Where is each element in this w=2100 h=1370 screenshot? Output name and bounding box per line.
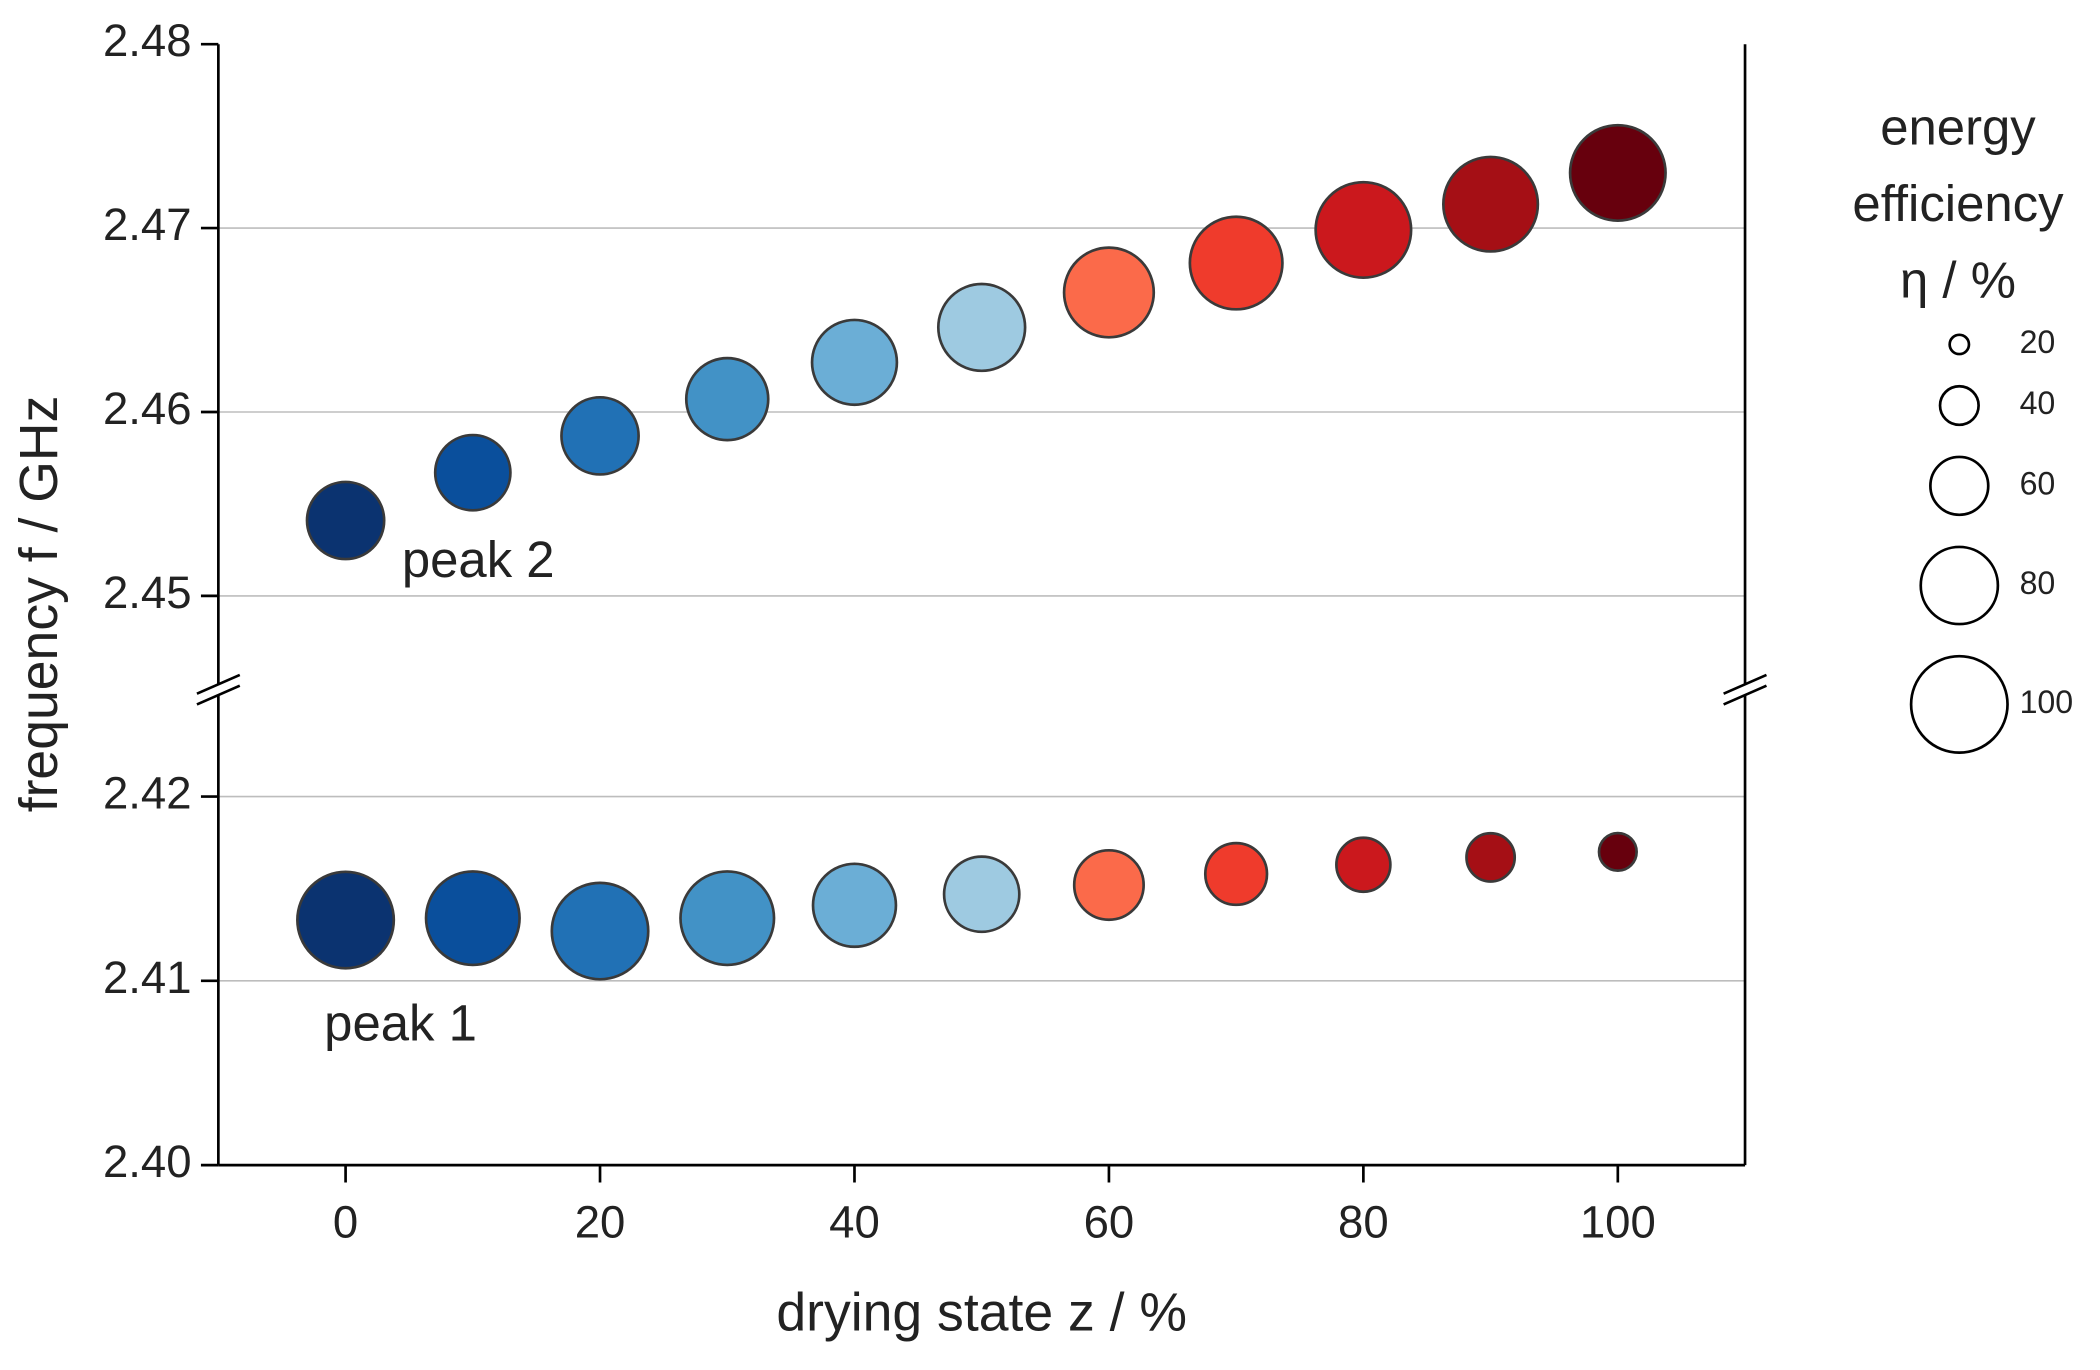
bubble <box>684 356 770 442</box>
size-legend-label: 40 <box>2020 385 2056 421</box>
break-gap <box>194 684 243 696</box>
y-tick-label: 2.48 <box>103 15 192 66</box>
size-legend-circle <box>1909 654 2009 754</box>
size-legend-circle <box>1938 384 1980 427</box>
size-legend-label: 20 <box>2020 324 2056 360</box>
axis-break <box>196 673 241 695</box>
axis-break <box>1723 684 1768 706</box>
bubble <box>550 881 650 981</box>
size-legend-title: efficiency <box>1852 175 2064 232</box>
bubble <box>1072 848 1145 922</box>
x-tick-label: 60 <box>1084 1196 1135 1247</box>
bubble <box>1568 123 1667 222</box>
bubble <box>936 282 1027 373</box>
size-legend-title: energy <box>1880 99 2036 156</box>
bubble <box>1442 155 1540 253</box>
x-tick-label: 100 <box>1580 1196 1656 1247</box>
bubble <box>424 870 521 967</box>
size-legend-circle <box>1948 333 1971 356</box>
y-axis-label: frequency f / GHz <box>10 396 69 813</box>
x-tick-label: 80 <box>1338 1196 1389 1247</box>
bubble <box>810 318 899 407</box>
bubble <box>811 862 898 949</box>
bubble <box>1314 180 1413 280</box>
bubble <box>1597 831 1638 872</box>
bubble <box>1465 831 1517 883</box>
axis-break <box>1723 673 1768 695</box>
y-tick-label: 2.45 <box>103 567 192 618</box>
y-tick-label: 2.46 <box>103 383 192 434</box>
x-axis-label: drying state z / % <box>776 1284 1187 1343</box>
x-tick-label: 0 <box>333 1196 358 1247</box>
size-legend-circle <box>1929 455 1990 517</box>
y-tick-label: 2.41 <box>103 952 192 1003</box>
series-label: peak 1 <box>324 995 477 1052</box>
size-legend-circle <box>1919 545 2000 626</box>
bubble <box>1335 836 1392 894</box>
axis-break <box>196 684 241 706</box>
size-legend-label: 60 <box>2020 465 2056 501</box>
series-label: peak 2 <box>402 531 555 588</box>
y-tick-label: 2.47 <box>103 199 192 250</box>
bubble <box>1062 246 1156 339</box>
bubble <box>560 395 640 476</box>
bubble <box>1203 841 1269 907</box>
y-tick-label: 2.40 <box>103 1136 192 1187</box>
x-tick-label: 40 <box>829 1196 880 1247</box>
y-tick-label: 2.42 <box>103 768 192 819</box>
x-tick-label: 20 <box>575 1196 626 1247</box>
bubble <box>296 870 396 970</box>
bubble <box>433 433 512 512</box>
bubble <box>942 855 1021 934</box>
bubble <box>305 480 386 561</box>
size-legend-label: 100 <box>2020 684 2074 720</box>
break-gap <box>1720 684 1770 696</box>
bubble <box>1188 215 1284 311</box>
size-legend-title: η / % <box>1900 251 2016 308</box>
bubble <box>679 870 776 967</box>
size-legend-label: 80 <box>2020 565 2056 601</box>
